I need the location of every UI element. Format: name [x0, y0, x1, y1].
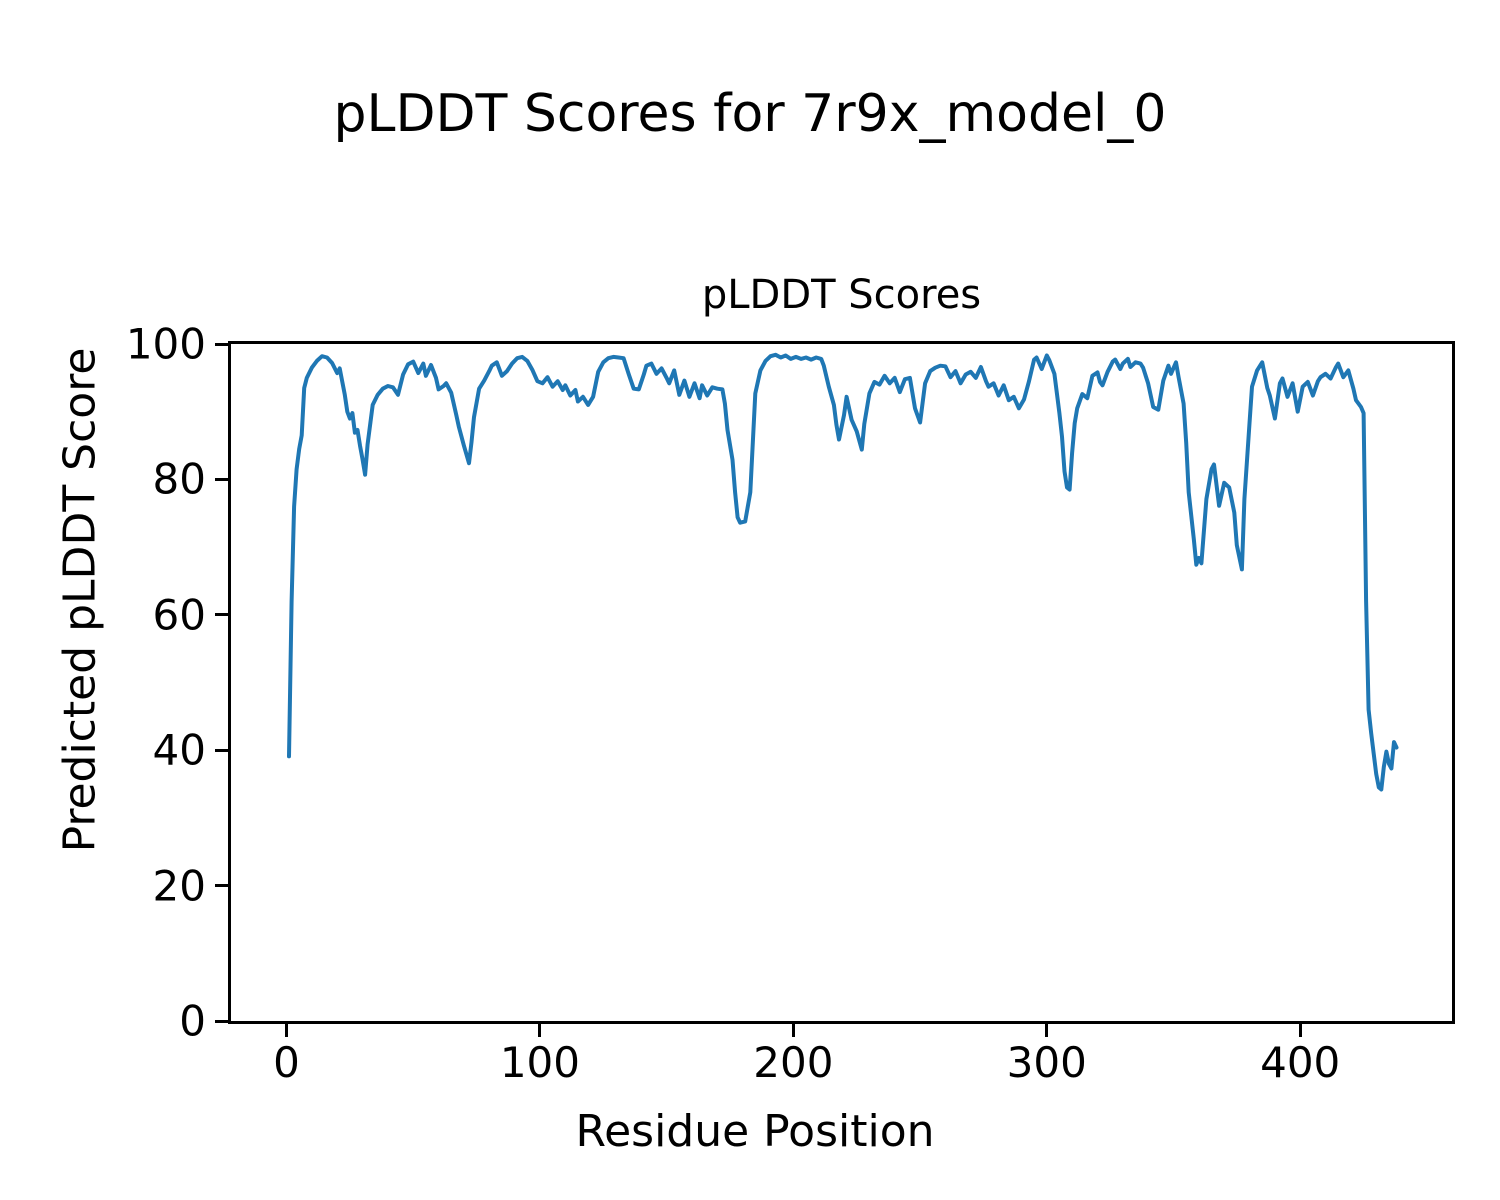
y-tick-label: 100 — [125, 319, 206, 369]
y-tick-mark — [215, 1019, 228, 1023]
x-tick-label: 400 — [1260, 1038, 1341, 1087]
y-tick-mark — [215, 748, 228, 752]
x-tick-mark — [285, 1024, 288, 1037]
y-tick-mark — [215, 477, 228, 481]
y-tick-label: 0 — [179, 996, 206, 1046]
x-tick-label: 0 — [273, 1038, 300, 1087]
line-plot-canvas — [287, 352, 1399, 792]
y-axis-label: Predicted pLDDT Score — [54, 347, 106, 853]
figure-title: pLDDT Scores for 7r9x_model_0 — [333, 84, 1167, 144]
y-tick-mark — [215, 342, 228, 346]
x-tick-label: 100 — [499, 1038, 581, 1087]
x-tick-mark — [1045, 1024, 1049, 1037]
x-tick-label: 200 — [753, 1038, 834, 1087]
y-tick-label: 40 — [152, 725, 206, 775]
plddt-line — [287, 352, 1399, 792]
y-tick-label: 80 — [152, 454, 206, 504]
y-tick-mark — [215, 613, 228, 617]
y-tick-mark — [215, 884, 228, 888]
x-tick-mark — [791, 1024, 795, 1037]
x-tick-label: 300 — [1006, 1038, 1087, 1087]
y-tick-label: 60 — [152, 590, 206, 640]
x-tick-mark — [538, 1024, 542, 1037]
y-tick-label: 20 — [152, 861, 206, 911]
x-axis-label: Residue Position — [575, 1106, 935, 1157]
axes-title: pLDDT Scores — [701, 272, 982, 318]
x-tick-mark — [1298, 1024, 1302, 1037]
plot-area — [228, 341, 1455, 1024]
